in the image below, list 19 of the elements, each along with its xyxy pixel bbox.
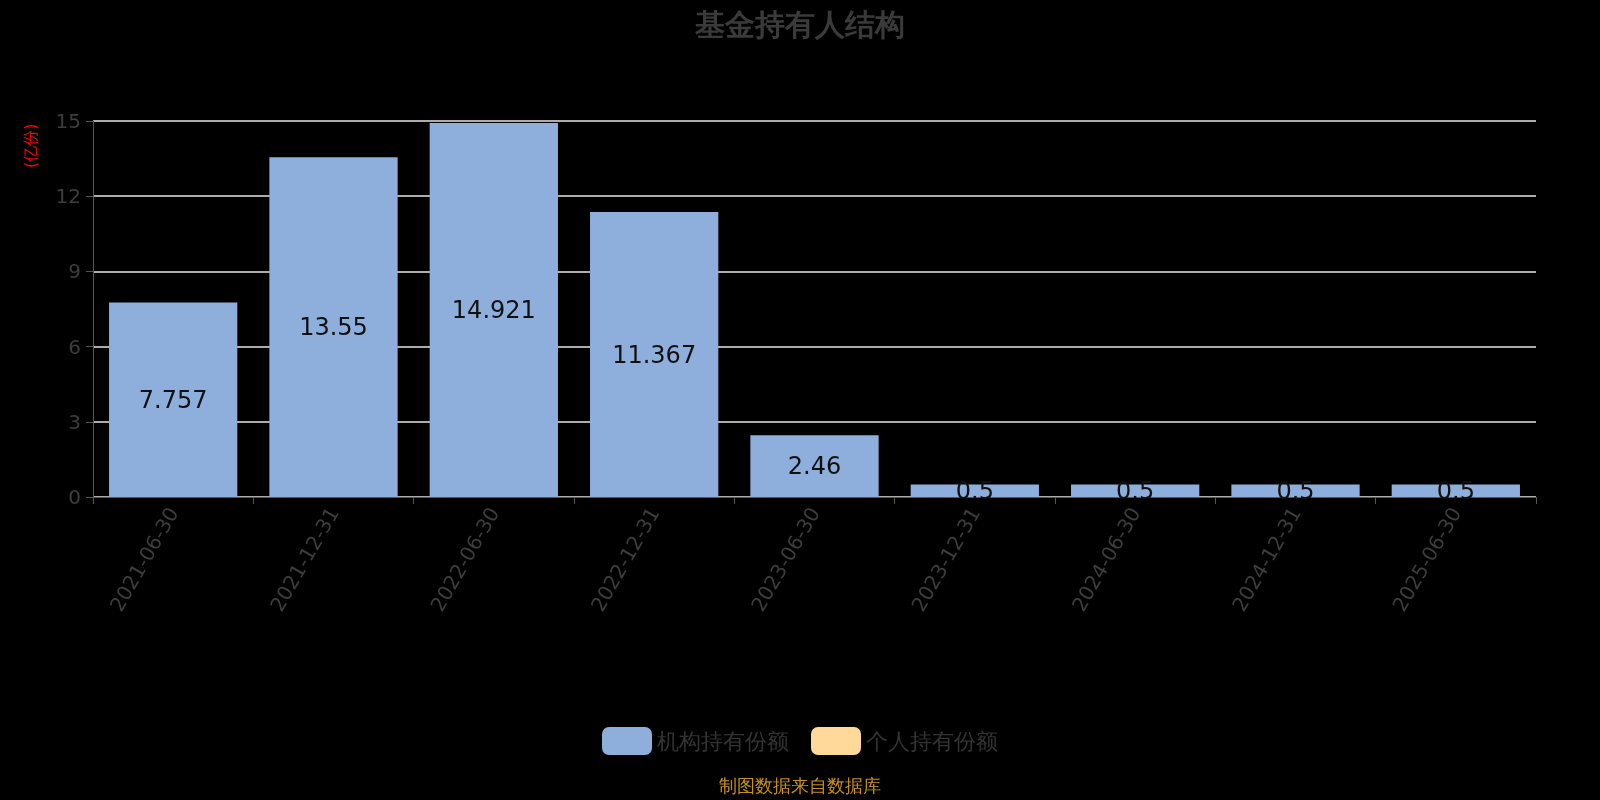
bar — [269, 157, 398, 497]
bar — [429, 122, 558, 497]
y-tick-label: 15 — [55, 109, 81, 133]
data-label: 11.367 — [612, 340, 697, 369]
bar — [109, 302, 238, 497]
chart-title: 基金持有人结构 — [694, 6, 905, 42]
y-tick-label: 6 — [68, 334, 81, 359]
bar — [750, 435, 879, 497]
bar — [590, 212, 719, 497]
y-tick-label: 0 — [68, 485, 81, 509]
data-label: 2.46 — [787, 452, 842, 481]
text: 制图数据来自数据库 — [719, 774, 881, 796]
data-label: 13.55 — [299, 313, 368, 342]
y-tick-label: 3 — [68, 409, 81, 434]
data-label: 14.921 — [451, 295, 536, 324]
data-label: 7.757 — [138, 385, 208, 414]
y-tick-label: 12 — [55, 184, 81, 209]
y-tick-label: 9 — [68, 259, 81, 284]
y-axis-title: (亿份) — [20, 123, 40, 168]
